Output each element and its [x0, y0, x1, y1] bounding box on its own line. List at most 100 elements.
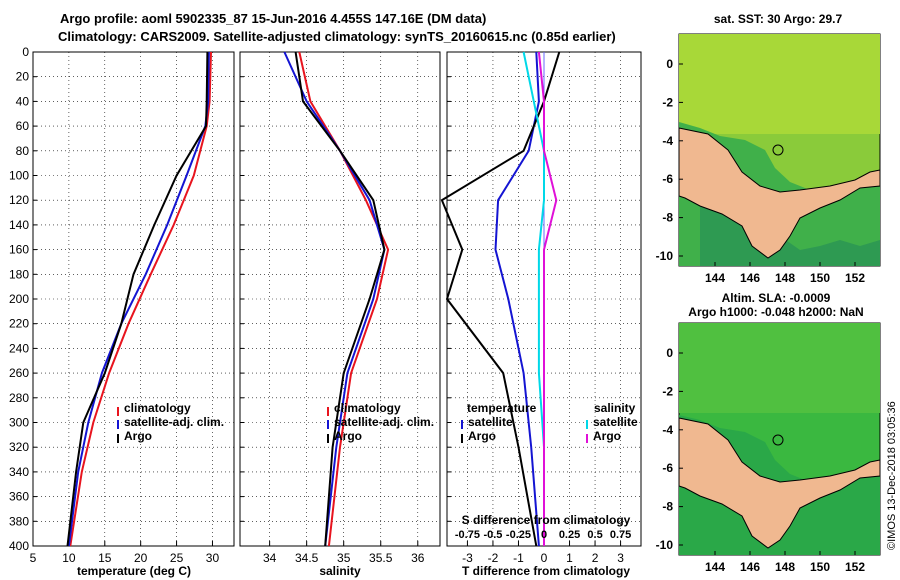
tick-label-y: 80	[16, 144, 30, 158]
diff-legend-t-argo: Argo	[468, 429, 496, 443]
tick-label-x: 3	[617, 551, 624, 565]
series-line-argo	[66, 51, 209, 547]
top-tick-label: 0	[541, 529, 547, 541]
tick-label-y: 360	[9, 490, 29, 504]
series-line-argo	[294, 51, 386, 547]
tick-label-y: 40	[16, 94, 30, 108]
tick-label-y: 260	[9, 366, 29, 380]
legend-argo: Argo	[124, 429, 152, 443]
sal-legend-argo: Argo	[334, 429, 362, 443]
map-tick-label-x: 144	[705, 560, 725, 574]
sla-map-title: Altim. SLA: -0.0009	[722, 291, 831, 305]
sla-map-subtitle: Argo h1000: -0.048 h2000: NaN	[688, 305, 863, 319]
tick-label-y: 400	[9, 539, 29, 553]
map-tick-label-x: 152	[845, 560, 865, 574]
tick-label-y: 20	[16, 70, 30, 84]
diff-legend-t-satellite: satellite	[468, 415, 513, 429]
tick-label-y: 160	[9, 243, 29, 257]
temperature-legend: climatology satellite-adj. clim. Argo	[117, 401, 224, 443]
difference-xlabel: T difference from climatology	[462, 564, 630, 578]
tick-label-y: 380	[9, 514, 29, 528]
top-tick-label: -0.25	[506, 529, 531, 541]
top-tick-label: -0.75	[455, 529, 480, 541]
diff-legend-salinity: salinity	[594, 401, 636, 415]
tick-label-y: 200	[9, 292, 29, 306]
diff-legend-s-argo: Argo	[593, 429, 621, 443]
tick-label-y: 0	[22, 45, 29, 59]
sla-map	[678, 322, 881, 556]
tick-label-x: 20	[134, 551, 148, 565]
difference-legend: temperature satellite Argo salinity sate…	[461, 401, 638, 443]
tick-label-y: 60	[16, 119, 30, 133]
series-line-climatology	[69, 51, 212, 547]
tick-label-x: 25	[170, 551, 184, 565]
map-tick-label-y: -6	[662, 461, 673, 475]
tick-label-y: 120	[9, 193, 29, 207]
temperature-xlabel: temperature (deg C)	[77, 564, 191, 578]
tick-label-x: -3	[462, 551, 473, 565]
map-tick-label-y: -4	[662, 134, 673, 148]
tick-label-y: 320	[9, 440, 29, 454]
map-tick-label-y: -10	[656, 249, 674, 263]
series-line-s-argo	[537, 51, 558, 546]
series-line-s-satellite	[522, 51, 545, 546]
top-tick-label: 0.5	[587, 529, 602, 541]
diff-legend-temperature: temperature	[467, 401, 537, 415]
credit: ©IMOS 13-Dec-2018 03:05:36	[886, 401, 898, 550]
s-difference-label: S difference from climatology	[462, 513, 631, 527]
tick-label-x: 15	[98, 551, 112, 565]
map-tick-label-x: 146	[740, 560, 760, 574]
top-tick-label: 0.25	[559, 529, 580, 541]
tick-label-x: 34	[263, 551, 277, 565]
tick-label-y: 220	[9, 317, 29, 331]
tick-label-x: 36	[411, 551, 425, 565]
map-tick-label-x: 146	[740, 271, 760, 285]
map-tick-label-y: -2	[662, 384, 673, 398]
map-tick-label-y: -10	[656, 538, 674, 552]
map-tick-label-y: -2	[662, 95, 673, 109]
tick-label-x: 5	[30, 551, 37, 565]
legend-climatology: climatology	[124, 401, 191, 415]
tick-label-x: -1	[513, 551, 524, 565]
tick-label-x: -2	[488, 551, 499, 565]
tick-label-y: 280	[9, 391, 29, 405]
title-line-2: Climatology: CARS2009. Satellite-adjuste…	[58, 29, 616, 44]
map-tick-label-y: -8	[662, 211, 673, 225]
tick-label-y: 240	[9, 341, 29, 355]
series-line-climatology	[298, 51, 390, 547]
diff-legend-s-satellite: satellite	[593, 415, 638, 429]
map-tick-label-x: 148	[775, 271, 795, 285]
tick-label-x: 1	[566, 551, 573, 565]
tick-label-y: 180	[9, 267, 29, 281]
map-tick-label-x: 144	[705, 271, 725, 285]
title-line-1: Argo profile: aoml 5902335_87 15-Jun-201…	[60, 11, 486, 26]
tick-label-y: 300	[9, 416, 29, 430]
map-tick-label-x: 148	[775, 560, 795, 574]
tick-label-y: 140	[9, 218, 29, 232]
map-tick-label-x: 150	[810, 271, 830, 285]
series-line-t-satellite	[494, 51, 540, 547]
tick-label-x: 30	[206, 551, 220, 565]
tick-label-x: 35	[337, 551, 351, 565]
top-tick-label: 0.75	[610, 529, 631, 541]
tick-label-x: 0	[541, 551, 548, 565]
sst-map	[678, 33, 881, 267]
tick-label-x: 10	[62, 551, 76, 565]
map-tick-label-y: -8	[662, 500, 673, 514]
map-tick-label-y: 0	[666, 346, 673, 360]
sal-legend-satellite: satellite-adj. clim.	[334, 415, 434, 429]
map-tick-label-y: -4	[662, 423, 673, 437]
legend-satellite: satellite-adj. clim.	[124, 415, 224, 429]
map-tick-label-x: 152	[845, 271, 865, 285]
map-tick-label-x: 150	[810, 560, 830, 574]
tick-label-y: 340	[9, 465, 29, 479]
tick-label-x: 2	[592, 551, 599, 565]
top-tick-label: -0.5	[483, 529, 502, 541]
map-tick-label-y: -6	[662, 172, 673, 186]
salinity-legend: climatology satellite-adj. clim. Argo	[327, 401, 434, 443]
sal-legend-climatology: climatology	[334, 401, 401, 415]
tick-label-x: 35.5	[369, 551, 393, 565]
tick-label-x: 34.5	[295, 551, 319, 565]
tick-label-y: 100	[9, 169, 29, 183]
